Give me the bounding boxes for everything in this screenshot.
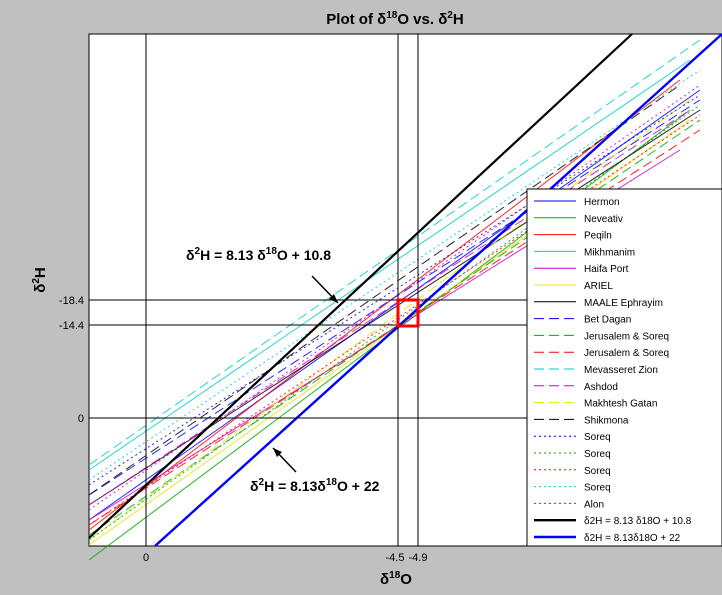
y-tick-label: 0 [78, 413, 84, 425]
legend-label: MAALE Ephrayim [584, 298, 663, 309]
series-line [88, 94, 701, 486]
legend-label: Neveativ [584, 214, 623, 225]
annotation-upper-arrowhead [329, 294, 338, 303]
legend: Hermon Neveativ Peqiln Mikhmanim Haifa Port A… [526, 188, 722, 547]
y-tick-label: -18.4 [59, 295, 84, 307]
legend-label: Bet Dagan [584, 315, 631, 326]
series-line [88, 104, 701, 541]
legend-label: Mevasseret Zion [584, 365, 658, 376]
chart-title: Plot of δ18O vs. δ2H [326, 10, 463, 28]
annotation-upper: δ2H = 8.13 δ18O + 10.8 [186, 246, 331, 263]
series-line-fit-10-8 [88, 33, 633, 539]
series-line [88, 39, 701, 466]
x-axis-label: δ18O [380, 570, 412, 588]
legend-label: δ2H = 8.13 δ18O + 10.8 [584, 516, 692, 527]
legend-label: ARIEL [584, 281, 613, 292]
legend-label: Soreq [584, 483, 611, 494]
series-line [88, 89, 701, 521]
legend-label: Hermon [584, 197, 620, 208]
legend-label: Shikmona [584, 415, 629, 426]
legend-label: Jerusalem & Soreq [584, 331, 669, 342]
series-line [88, 59, 691, 471]
legend-label: Soreq [584, 449, 611, 460]
legend-label: Jerusalem & Soreq [584, 348, 669, 359]
annotation-lower-arrowhead [273, 448, 282, 457]
x-tick-label: 0 [143, 552, 149, 564]
x-tick-label: -4.9 [409, 552, 428, 564]
legend-label: Makhtesh Gatan [584, 399, 657, 410]
series-line [88, 84, 701, 511]
highlight-box [396, 298, 420, 328]
legend-label: Alon [584, 499, 604, 510]
legend-label: Ashdod [584, 382, 618, 393]
legend-label: Haifa Port [584, 264, 629, 275]
legend-label: Soreq [584, 432, 611, 443]
annotation-lower: δ2H = 8.13δ18O + 22 [250, 477, 380, 494]
legend-label: Peqiln [584, 231, 612, 242]
series-line [88, 99, 701, 496]
series-line [88, 79, 681, 531]
series-line [88, 99, 691, 541]
legend-label: δ2H = 8.13δ18O + 22 [584, 533, 681, 544]
y-tick-label: -14.4 [59, 320, 84, 332]
legend-label: Mikhmanim [584, 247, 635, 258]
series-line-fit-22 [154, 33, 722, 547]
x-tick-label: -4.5 [386, 552, 405, 564]
y-axis-label: δ2H [31, 267, 49, 293]
legend-label: Soreq [584, 466, 611, 477]
series-line [88, 109, 701, 506]
